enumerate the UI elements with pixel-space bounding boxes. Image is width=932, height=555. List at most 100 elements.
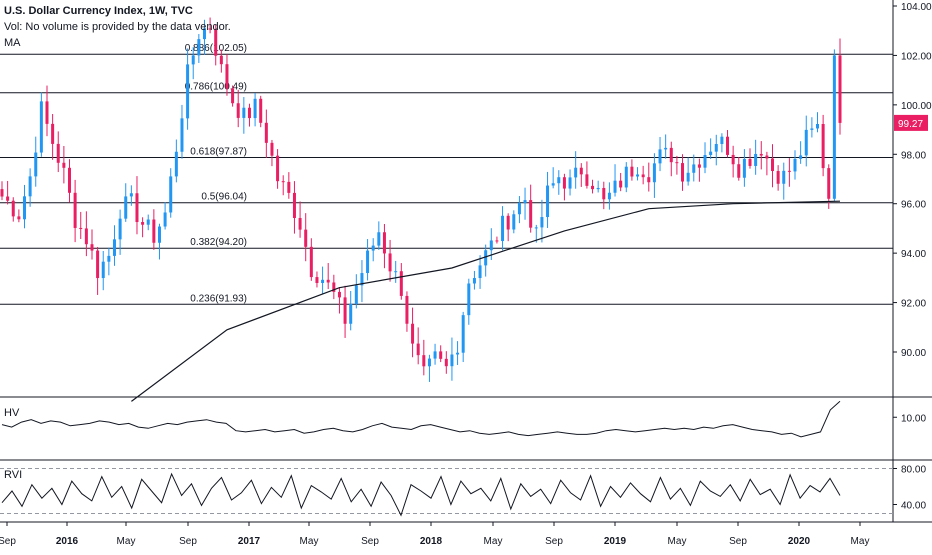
candle-body (827, 168, 831, 199)
rvi-tick-label: 80.00 (901, 465, 926, 476)
candle-body (394, 271, 398, 273)
candle-body (692, 164, 696, 173)
candle-body (619, 180, 623, 188)
time-tick-label: May (668, 536, 687, 547)
time-tick-label: Sep (0, 536, 16, 547)
chart-title: U.S. Dollar Currency Index, 1W, TVC (4, 5, 193, 17)
candle-body (388, 253, 392, 272)
moving-average-line (131, 200, 841, 402)
candle-body (821, 124, 825, 169)
candle-body (652, 163, 656, 183)
candle-body (686, 172, 690, 182)
candle-body (236, 103, 240, 118)
candle-body (512, 214, 516, 230)
time-tick-label: Sep (361, 536, 379, 547)
candle-body (647, 177, 651, 183)
candle-body (62, 162, 66, 168)
candle-body (658, 149, 662, 164)
time-tick-label: Sep (729, 536, 747, 547)
candle-body (816, 124, 820, 129)
candle-body (523, 200, 527, 204)
candle-body (472, 278, 476, 284)
candle-body (354, 285, 358, 304)
candle-body (292, 192, 296, 218)
fib-level-label: 0.786(100.49) (185, 82, 247, 93)
candle-body (669, 147, 673, 163)
time-tick-label: 2020 (788, 536, 811, 547)
candle-body (726, 136, 730, 155)
price-tick-label: 96.00 (901, 200, 926, 211)
candle-body (191, 55, 195, 65)
candle-body (546, 185, 550, 218)
candle-body (709, 151, 713, 156)
candle-body (675, 162, 679, 164)
candle-body (56, 143, 60, 163)
candle-body (399, 271, 403, 296)
candle-body (456, 352, 460, 355)
candle-body (124, 196, 128, 219)
candle-body (585, 174, 589, 186)
candle-body (146, 219, 150, 225)
candle-body (562, 177, 566, 189)
candle-body (382, 232, 386, 254)
rvi-pane-label[interactable]: RVI (4, 469, 23, 481)
candle-body (759, 153, 763, 156)
time-tick-label: May (300, 536, 319, 547)
hv-line (1, 400, 841, 438)
candle-body (141, 222, 145, 225)
last-price-tag (894, 114, 928, 131)
price-tick-label: 102.00 (901, 51, 932, 62)
candle-body (737, 164, 741, 178)
price-tick-label: 100.00 (901, 101, 932, 112)
candle-body (832, 55, 836, 199)
candle-body (0, 189, 4, 197)
hv-tick-label: 10.00 (901, 413, 926, 424)
candle-body (287, 181, 291, 193)
candle-body (22, 196, 26, 220)
candle-body (838, 55, 842, 123)
candle-body (681, 163, 685, 182)
candle-body (202, 28, 206, 40)
candle-body (478, 265, 482, 279)
candle-body (557, 177, 561, 184)
candle-body (309, 246, 313, 278)
candle-body (720, 136, 724, 144)
price-tick-label: 94.00 (901, 249, 926, 260)
candle-body (765, 155, 769, 159)
candle-body (73, 192, 77, 228)
candle-body (315, 277, 319, 283)
candle-body (118, 218, 122, 240)
candle-body (664, 147, 668, 150)
candle-body (129, 193, 133, 197)
candle-body (360, 273, 364, 286)
candle-body (259, 98, 263, 123)
candle-body (264, 122, 268, 143)
candle-body (574, 167, 578, 178)
candle-body (495, 240, 499, 242)
ma-indicator-label[interactable]: MA (4, 37, 21, 49)
time-tick-label: May (851, 536, 870, 547)
candle-body (579, 167, 583, 175)
candle-body (754, 153, 758, 166)
candle-body (247, 107, 251, 119)
hv-pane-label[interactable]: HV (4, 407, 20, 419)
candle-body (17, 216, 21, 220)
candle-body (107, 255, 111, 262)
candle-body (568, 177, 572, 189)
candle-body (591, 185, 595, 190)
candle-body (51, 123, 55, 144)
last-price-label: 99.27 (898, 119, 923, 130)
candle-body (450, 354, 454, 367)
candle-body (79, 227, 83, 229)
candle-body (298, 217, 302, 230)
candle-body (804, 129, 808, 156)
candle-body (703, 155, 707, 168)
candle-body (630, 166, 634, 177)
candle-body (697, 164, 701, 168)
time-tick-label: Sep (545, 536, 563, 547)
candle-body (6, 196, 10, 201)
candle-body (219, 55, 223, 65)
candle-body (96, 250, 100, 279)
